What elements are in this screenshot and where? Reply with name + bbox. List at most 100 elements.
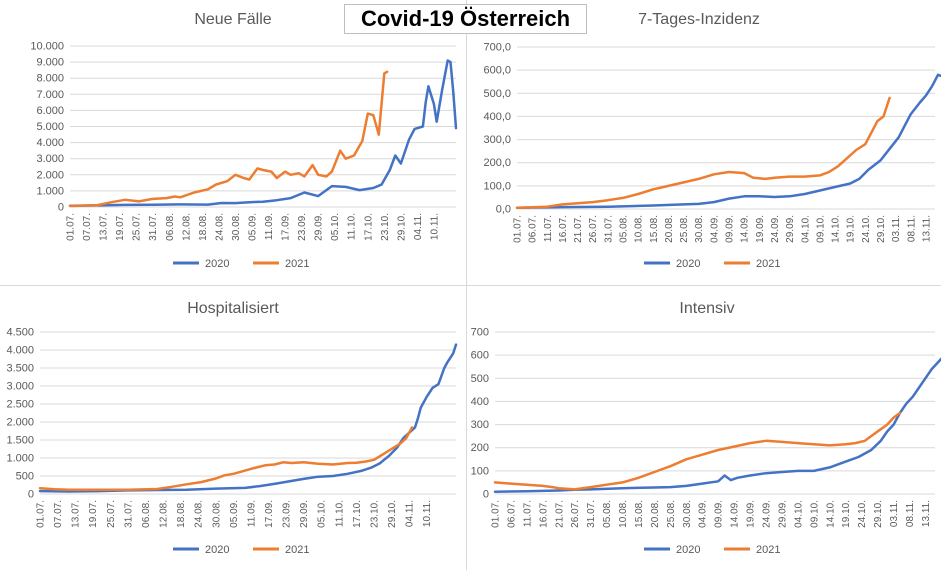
x-tick-label: 20.08. [650, 500, 661, 528]
x-tick-label: 29.10. [876, 215, 887, 243]
y-tick-label: 7.000 [36, 89, 64, 101]
y-tick-label: 0 [483, 489, 489, 501]
y-tick-label: 1.000 [36, 185, 64, 197]
x-tick-label: 13.07. [71, 500, 82, 528]
y-tick-label: 0 [28, 489, 34, 501]
y-tick-label: 700,0 [483, 42, 511, 54]
x-tick-label: 09.10. [815, 215, 826, 243]
x-tick-label: 06.07. [528, 215, 539, 243]
x-tick-label: 29.10. [396, 213, 407, 241]
x-tick-label: 17.09. [264, 500, 275, 528]
y-tick-label: 2.500 [6, 399, 34, 411]
y-tick-label: 4.500 [6, 327, 34, 339]
x-tick-label: 05.08. [619, 215, 630, 243]
y-tick-label: 3.000 [6, 381, 34, 393]
series-line-2020 [515, 73, 941, 210]
x-tick-label: 23.10. [369, 500, 380, 528]
x-tick-label: 24.08. [214, 213, 225, 241]
x-tick-label: 15.08. [634, 500, 645, 528]
chart-7-tages-inzidenz: 7-Tages-Inzidenz 0,0 100,0 200,0 300,0 400,0 5… [483, 11, 941, 270]
x-tick-label: 10.11. [422, 500, 433, 527]
x-tick-label: 26.07. [588, 215, 599, 243]
chart-hospitalisiert: Hospitalisiert 0 500 1.000 1.500 2.000 2.500 3.… [6, 300, 458, 556]
panel-divider-vertical [466, 0, 467, 570]
x-tick-label: 13.11. [921, 500, 932, 527]
x-tick-label: 25.08. [666, 500, 677, 528]
y-tick-label: 4.000 [6, 345, 34, 357]
x-tick-label: 29.10. [387, 500, 398, 528]
x-tick-label: 31.07. [148, 213, 159, 241]
legend-label-2021: 2021 [285, 544, 309, 556]
x-tick-label: 13.07. [99, 213, 110, 241]
x-tick-label: 09.10. [809, 500, 820, 528]
x-tick-label: 12.08. [181, 213, 192, 241]
x-tick-label: 14.10. [825, 500, 836, 528]
x-tick-label: 01.07. [36, 500, 47, 528]
x-tick-label: 06.08. [165, 213, 176, 241]
legend-label-2020: 2020 [205, 258, 229, 270]
x-tick-label: 31.07. [586, 500, 597, 528]
x-tick-label: 24.09. [762, 500, 773, 528]
y-tick-label: 2.000 [36, 169, 64, 181]
series-line-2021 [493, 411, 902, 491]
x-tick-label: 17.10. [363, 213, 374, 241]
x-tick-label: 23.10. [380, 213, 391, 241]
x-tick-label: 07.07. [82, 213, 93, 241]
x-tick-label: 10.08. [618, 500, 629, 528]
x-tick-label: 26.07. [570, 500, 581, 528]
legend-label-2020: 2020 [676, 258, 700, 270]
y-tick-label: 600,0 [483, 65, 511, 77]
chart-neue-faelle: Neue Fälle 0 1.000 2.000 3.000 4.000 5.000 6.00… [30, 11, 458, 270]
y-tick-label: 1.500 [6, 435, 34, 447]
x-tick-label: 05.08. [602, 500, 613, 528]
y-tick-label: 3.000 [36, 153, 64, 165]
x-tick-label: 29.09. [777, 500, 788, 528]
x-tick-label: 31.07. [603, 215, 614, 243]
x-tick-label: 21.07. [573, 215, 584, 243]
x-tick-label: 30.08. [231, 213, 242, 241]
x-tick-label: 24.10. [861, 215, 872, 243]
x-tick-label: 19.07. [88, 500, 99, 528]
x-tick-label: 13.11. [921, 215, 932, 242]
series-line-2020 [38, 343, 458, 493]
y-tick-label: 0 [58, 202, 64, 214]
y-tick-label: 400,0 [483, 111, 511, 123]
x-tick-label: 12.08. [159, 500, 170, 528]
x-tick-label: 10.08. [634, 215, 645, 243]
x-tick-label: 14.09. [730, 500, 741, 528]
x-tick-label: 24.10. [857, 500, 868, 528]
x-tick-label: 05.09. [229, 500, 240, 528]
x-tick-label: 17.10. [352, 500, 363, 528]
y-tick-label: 8.000 [36, 73, 64, 85]
x-tick-label: 11.07. [522, 500, 533, 527]
x-tick-label: 29.10. [873, 500, 884, 528]
x-tick-label: 29.09. [785, 215, 796, 243]
x-tick-label: 19.07. [115, 213, 126, 241]
y-tick-label: 6.000 [36, 105, 64, 117]
x-tick-label: 21.07. [554, 500, 565, 528]
x-tick-label: 29.09. [314, 213, 325, 241]
y-tick-label: 300,0 [483, 134, 511, 146]
x-tick-label: 19.09. [755, 215, 766, 243]
x-tick-label: 18.08. [198, 213, 209, 241]
x-tick-label: 14.09. [740, 215, 751, 243]
x-tick-label: 24.08. [194, 500, 205, 528]
y-tick-label: 400 [471, 396, 489, 408]
y-tick-label: 300 [471, 419, 489, 431]
x-tick-label: 04.10. [793, 500, 804, 528]
x-tick-label: 04.09. [709, 215, 720, 243]
x-tick-label: 23.09. [282, 500, 293, 528]
legend-label-2021: 2021 [756, 258, 780, 270]
x-tick-label: 05.10. [317, 500, 328, 528]
x-tick-label: 10.11. [429, 213, 440, 240]
x-tick-label: 11.09. [246, 500, 257, 527]
x-tick-label: 30.08. [694, 215, 705, 243]
y-tick-label: 500,0 [483, 88, 511, 100]
x-tick-label: 04.11. [413, 213, 424, 240]
y-tick-label: 200 [471, 442, 489, 454]
y-tick-label: 500 [16, 471, 34, 483]
y-tick-label: 5.000 [36, 121, 64, 133]
y-tick-label: 0,0 [496, 204, 511, 216]
x-tick-label: 01.07. [491, 500, 502, 528]
x-tick-label: 11.10. [334, 500, 345, 527]
